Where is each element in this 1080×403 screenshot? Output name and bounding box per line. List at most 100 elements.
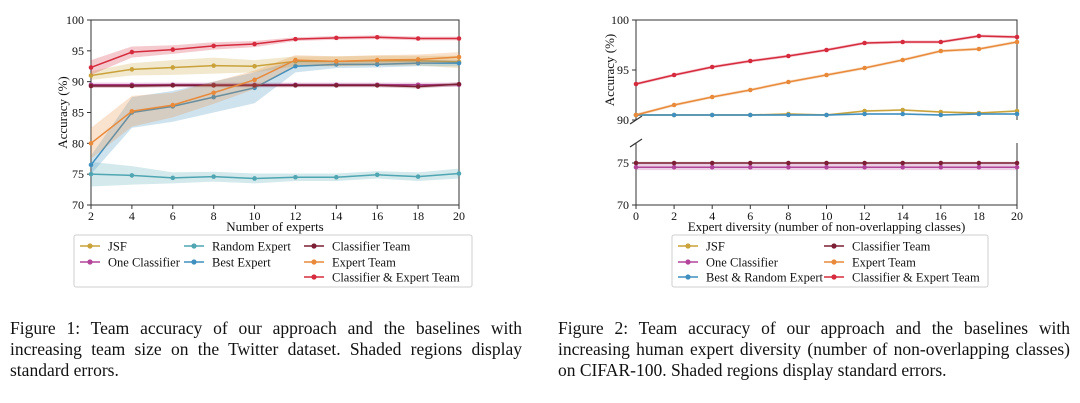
chart1-jsf-point <box>129 67 135 72</box>
chart2-y-tick-label: 90 <box>617 113 629 127</box>
chart2-one-classifier-point <box>671 164 677 170</box>
chart2-classifier-team-point <box>633 160 639 166</box>
chart2-classifier-and-expert-team-point <box>1014 34 1020 40</box>
chart2-classifier-team-point <box>748 160 753 166</box>
chart1-expert-team-point <box>211 90 216 96</box>
chart1-classifier-and-expert-team-point <box>129 49 135 55</box>
chart1-jsf-line <box>90 59 460 77</box>
chart2-expert-team-point <box>786 79 791 85</box>
chart1-y-tick-label: 95 <box>72 44 84 58</box>
chart1-classifier-and-expert-team-point <box>170 47 176 52</box>
chart1-x-tick-label: 12 <box>289 209 301 223</box>
chart1-x-tick-label: 2 <box>88 209 94 223</box>
chart2-classifier-team-point <box>900 160 905 166</box>
chart1-random-expert-point <box>211 174 216 179</box>
chart2-legend-classifier-and-expert-team-label: Classifier & Expert Team <box>852 271 980 285</box>
chart2-x-tick-label: 0 <box>633 209 639 223</box>
chart2-best-and-random-expert-point <box>709 112 715 118</box>
chart2-classifier-team-point <box>862 160 867 166</box>
chart2-x-tick-label: 4 <box>709 209 715 223</box>
chart1-classifier-team-point <box>456 81 462 87</box>
chart2-one-classifier-point <box>976 164 982 170</box>
chart2-one-classifier-point <box>900 164 905 170</box>
chart2-expert-team-point <box>900 57 905 63</box>
chart2-classifier-and-expert-team-point <box>786 53 791 59</box>
chart-expert-diversity: 90 95 100 70 75 0 2 4 6 8 10 12 14 16 18 20 Expert diver… <box>602 13 1023 288</box>
chart1-expert-team-point <box>415 57 421 62</box>
chart2-expert-team-point <box>976 46 982 52</box>
chart1-random-expert-line <box>90 172 460 180</box>
chart1-expert-team-point <box>293 57 298 63</box>
chart1-legend-expert-team-marker <box>311 259 317 265</box>
chart1-x-tick-label: 20 <box>453 209 465 223</box>
figure-1-caption: Figure 1: Team accuracy of our approach … <box>10 318 522 380</box>
chart2-classifier-team-point <box>671 160 677 166</box>
chart2-x-tick-label: 20 <box>1011 209 1023 223</box>
chart1-x-tick-label: 6 <box>170 209 176 223</box>
chart2-y-tick-label: 75 <box>617 156 629 170</box>
chart2-x-tick-label: 10 <box>821 209 833 223</box>
chart2-x-tick-label: 6 <box>747 209 753 223</box>
chart1-x-tick-label: 14 <box>330 209 342 223</box>
chart2-classifier-team-point <box>824 160 829 166</box>
chart1-y-tick-label: 70 <box>72 198 84 212</box>
chart2-y-tick-label: 70 <box>617 198 629 212</box>
chart1-legend-classifier-team-marker <box>311 243 317 249</box>
chart2-classifier-and-expert-team-point <box>938 39 944 45</box>
chart1-classifier-team-point <box>334 83 339 88</box>
chart1-random-expert-point <box>129 173 135 178</box>
chart1-classifier-and-expert-team-point <box>374 34 380 40</box>
chart1-best-expert-point <box>211 94 216 100</box>
chart2-lower-frame <box>635 143 1018 206</box>
chart2-classifier-team-point <box>786 160 791 166</box>
chart1-expert-team-point <box>252 77 257 83</box>
chart1-expert-team-point <box>88 141 94 146</box>
chart2-classifier-team-point <box>709 160 715 166</box>
chart1-random-expert-point <box>456 171 462 176</box>
chart1-legend-classifier-team-label: Classifier Team <box>332 240 411 254</box>
chart1-best-expert-point <box>456 60 462 66</box>
chart1-random-expert-point <box>88 171 94 177</box>
chart1-legend-best-expert-label: Best Expert <box>212 256 271 270</box>
chart2-legend-one-classifier-marker <box>685 259 691 265</box>
chart2-jsf-point <box>900 107 905 113</box>
chart1-classifier-and-expert-team-point <box>334 35 339 41</box>
chart1-x-tick-label: 8 <box>211 209 217 223</box>
chart2-classifier-and-expert-team-point <box>748 58 753 64</box>
chart2-x-axis-label: Expert diversity (number of non-overlapp… <box>688 219 966 234</box>
chart2-one-classifier-point <box>709 164 715 170</box>
chart2-y-tick-label: 100 <box>611 13 629 27</box>
chart2-classifier-and-expert-team-point <box>862 40 867 46</box>
chart1-legend-random-expert-marker <box>191 243 197 249</box>
chart1-random-expert-point <box>293 174 298 180</box>
chart1-random-expert-point <box>334 174 339 180</box>
chart2-classifier-and-expert-team-error-band <box>636 34 1017 86</box>
chart1-random-expert-point <box>374 172 380 178</box>
chart1-classifier-and-expert-team-error-band <box>91 35 459 75</box>
chart1-y-tick-label: 100 <box>66 13 84 27</box>
chart2-one-classifier-point <box>1014 164 1020 170</box>
chart2-classifier-and-expert-team-point <box>633 81 639 87</box>
chart2-legend-classifier-team-marker <box>831 243 837 249</box>
chart1-legend-classifier-and-expert-team-marker <box>311 274 317 280</box>
chart2-x-tick-label: 14 <box>897 209 909 223</box>
chart2-classifier-and-expert-team-point <box>824 47 829 53</box>
chart1-expert-team-point <box>170 102 176 108</box>
chart2-best-and-random-expert-point <box>748 112 753 118</box>
chart2-best-and-random-expert-point <box>671 112 677 118</box>
chart2-legend-jsf-label: JSF <box>706 240 725 254</box>
chart1-best-expert-point <box>415 60 421 66</box>
figure-2-caption: Figure 2: Team accuracy of our approach … <box>558 318 1070 380</box>
chart1-legend-one-classifier-label: One Classifier <box>108 256 181 270</box>
chart2-classifier-and-expert-team-point <box>900 39 905 45</box>
chart1-classifier-and-expert-team-point <box>252 41 257 47</box>
chart2-expert-team-point <box>1014 39 1020 45</box>
chart2-best-and-random-expert-point <box>786 112 791 118</box>
chart1-expert-team-point <box>456 54 462 60</box>
chart1-classifier-team-point <box>374 83 380 88</box>
chart1-legend-jsf-label: JSF <box>108 240 127 254</box>
chart2-x-tick-label: 16 <box>935 209 947 223</box>
chart1-expert-team-error-band <box>91 52 459 159</box>
chart1-legend-random-expert-label: Random Expert <box>212 240 291 254</box>
chart2-y-tick-label: 95 <box>617 63 629 77</box>
